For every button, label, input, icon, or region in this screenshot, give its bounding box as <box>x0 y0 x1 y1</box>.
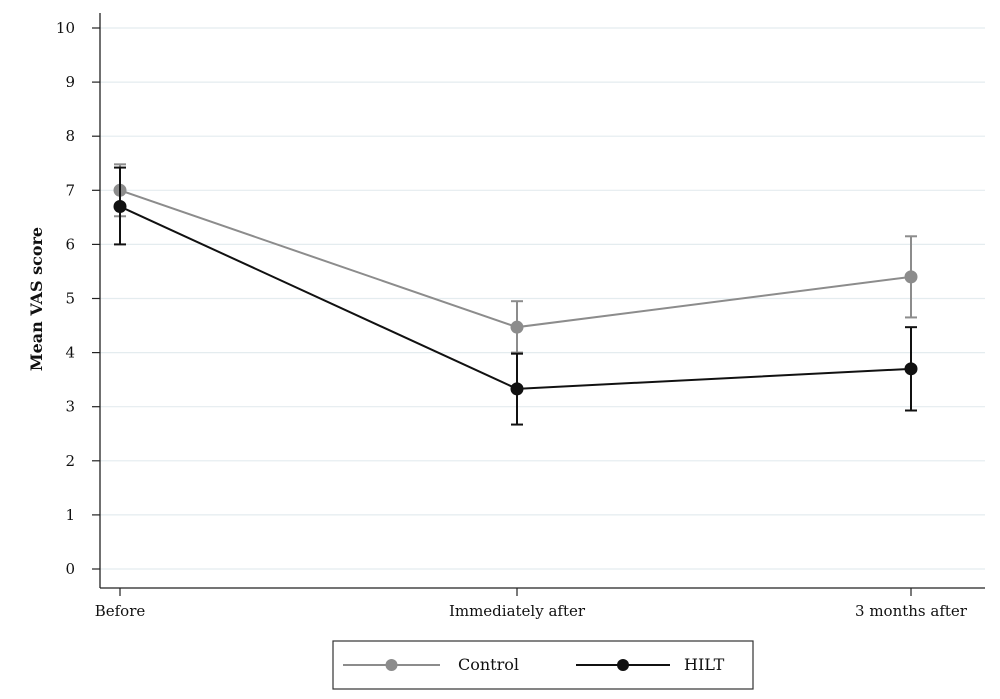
y-tick-label: 9 <box>65 73 75 91</box>
axes: 0 1 2 3 4 5 6 7 8 9 10 Before Immediately after 3 mon… <box>56 13 985 620</box>
y-tick-label: 1 <box>65 506 75 524</box>
y-tick-label: 0 <box>65 560 75 578</box>
data-point <box>510 382 524 396</box>
y-tick-label: 3 <box>65 398 75 416</box>
data-point <box>510 320 524 334</box>
x-tick-label: Immediately after <box>449 602 586 620</box>
x-tick-label: Before <box>95 602 146 620</box>
legend-label: HILT <box>684 655 725 674</box>
x-tick-label: 3 months after <box>855 602 968 620</box>
data-point <box>904 270 918 284</box>
grid-lines <box>100 13 985 588</box>
legend-label: Control <box>458 655 519 674</box>
series-layer <box>113 163 918 426</box>
y-tick-label: 2 <box>65 452 75 470</box>
y-tick-label: 10 <box>56 19 75 37</box>
series-hilt <box>113 166 918 426</box>
data-point <box>904 362 918 376</box>
plot-area <box>100 13 985 588</box>
y-axis-title: Mean VAS score <box>27 227 46 371</box>
y-tick-label: 6 <box>65 235 75 253</box>
y-tick-label: 8 <box>65 127 75 145</box>
y-tick-label: 4 <box>65 344 75 362</box>
legend-marker <box>385 659 398 671</box>
y-tick-label: 7 <box>65 181 75 199</box>
legend: Control HILT <box>332 640 754 690</box>
data-point <box>113 200 127 214</box>
legend-marker <box>617 659 629 671</box>
y-tick-label: 5 <box>65 290 75 308</box>
